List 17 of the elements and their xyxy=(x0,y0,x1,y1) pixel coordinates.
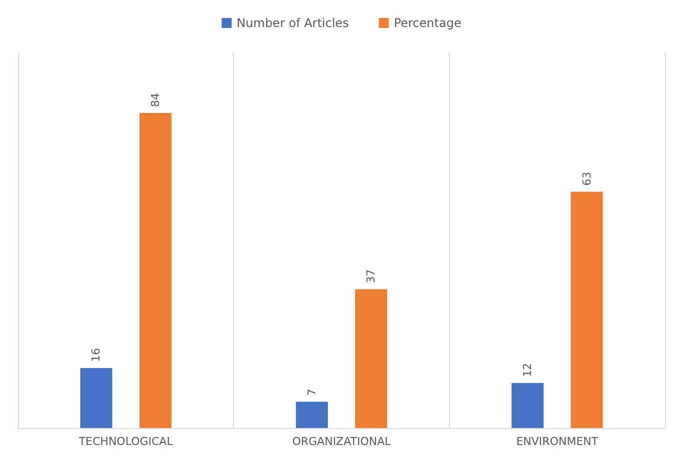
bar xyxy=(512,383,544,428)
x-tick-label: ORGANIZATIONAL xyxy=(292,435,392,448)
legend-label: Percentage xyxy=(394,16,462,30)
x-tick-label: TECHNOLOGICAL xyxy=(78,435,174,448)
data-label: 84 xyxy=(148,93,162,107)
bar xyxy=(296,402,328,428)
data-label: 7 xyxy=(305,388,318,396)
data-label: 63 xyxy=(580,172,594,186)
bar xyxy=(139,113,172,428)
data-label: 12 xyxy=(521,363,534,377)
bar xyxy=(355,289,388,428)
data-label: 16 xyxy=(90,348,103,362)
bar xyxy=(80,368,112,428)
bar xyxy=(570,192,603,428)
x-tick-label: ENVIRONMENT xyxy=(516,435,598,448)
legend-label: Number of Articles xyxy=(236,16,349,30)
data-label: 37 xyxy=(364,269,378,284)
